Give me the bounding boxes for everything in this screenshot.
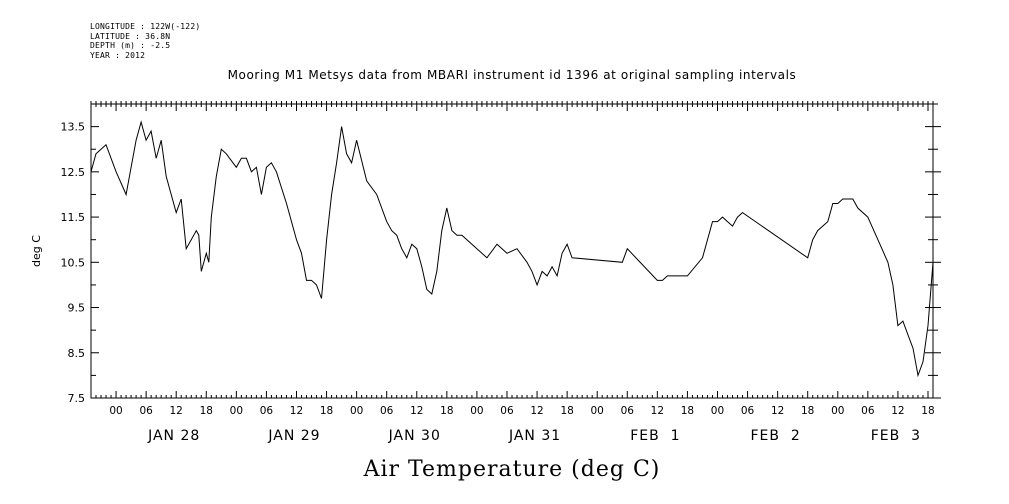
- x-hour-label: 18: [320, 405, 333, 417]
- x-hour-label: 00: [109, 405, 122, 417]
- x-hour-label: 00: [711, 405, 724, 417]
- x-hour-label: 00: [831, 405, 844, 417]
- x-hour-label: 18: [681, 405, 694, 417]
- x-hour-label: 18: [801, 405, 814, 417]
- x-hour-label: 00: [470, 405, 483, 417]
- x-hour-label: 06: [861, 405, 875, 417]
- x-hour-label: 18: [560, 405, 573, 417]
- x-hour-label: 06: [500, 405, 514, 417]
- x-hour-label: 12: [170, 405, 183, 417]
- x-hour-label: 00: [591, 405, 604, 417]
- y-tick-label: 10.5: [61, 256, 86, 269]
- series-line: [90, 120, 934, 378]
- y-tick-label: 11.5: [61, 211, 86, 224]
- x-hour-label: 00: [230, 405, 243, 417]
- metadata-block: LONGITUDE : 122W(-122) LATITUDE : 36.8N …: [90, 22, 200, 60]
- y-tick-label: 7.5: [68, 392, 86, 405]
- x-hour-label: 06: [741, 405, 755, 417]
- x-hour-label: 06: [139, 405, 153, 417]
- x-hour-label: 18: [200, 405, 213, 417]
- x-axis-label: Air Temperature (deg C): [363, 457, 661, 482]
- latitude-label: LATITUDE : 36.8N: [90, 31, 171, 41]
- y-tick-label: 13.5: [61, 121, 86, 134]
- x-day-label: FEB 3: [871, 428, 921, 444]
- x-hour-label: 12: [891, 405, 904, 417]
- y-tick-label: 12.5: [61, 166, 86, 179]
- x-day-label: JAN 31: [508, 428, 561, 444]
- x-hour-label: 06: [260, 405, 274, 417]
- x-hour-label: 12: [771, 405, 784, 417]
- x-hour-label: 12: [530, 405, 543, 417]
- x-hour-label: 18: [440, 405, 453, 417]
- x-hour-label: 06: [621, 405, 635, 417]
- chart-title: Mooring M1 Metsys data from MBARI instru…: [227, 68, 797, 82]
- longitude-label: LONGITUDE : 122W(-122): [90, 22, 201, 31]
- x-hour-label: 12: [290, 405, 303, 417]
- x-hour-label: 18: [921, 405, 934, 417]
- x-day-label: FEB 2: [750, 428, 800, 444]
- x-day-label: JAN 30: [388, 428, 441, 444]
- x-hour-label: 06: [380, 405, 394, 417]
- x-day-label: FEB 1: [630, 428, 680, 444]
- x-hour-label: 12: [651, 405, 664, 417]
- y-tick-label: 8.5: [68, 347, 86, 360]
- x-hour-label: 12: [410, 405, 423, 417]
- x-day-label: JAN 28: [147, 428, 200, 444]
- y-tick-label: 9.5: [68, 302, 86, 315]
- year-label: YEAR : 2012: [90, 50, 146, 60]
- x-day-label: JAN 29: [267, 428, 320, 444]
- depth-label: DEPTH (m) : -2.5: [90, 41, 171, 50]
- y-axis-label: deg C: [30, 235, 43, 267]
- x-hour-label: 00: [350, 405, 363, 417]
